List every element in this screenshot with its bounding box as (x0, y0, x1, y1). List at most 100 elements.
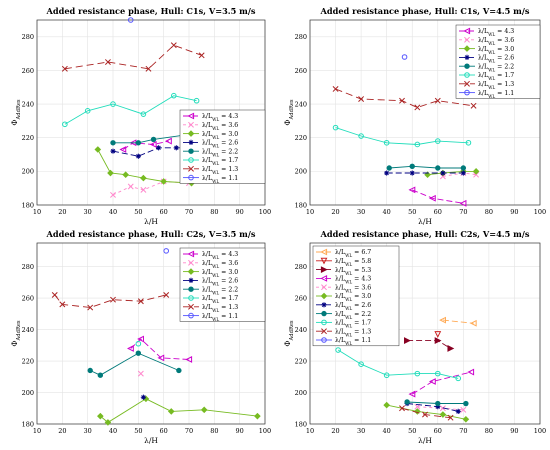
data-point (62, 121, 68, 128)
legend-marker (188, 148, 194, 154)
x-tick-label: 20 (58, 208, 66, 216)
legend-label: λ/LWL = 1.1 (202, 175, 238, 184)
x-tick-label: 20 (58, 427, 66, 435)
x-tick-label: 30 (84, 208, 92, 216)
data-point (51, 291, 58, 298)
legend-label: λ/LWL = 3.6 (202, 122, 238, 131)
data-point (127, 17, 134, 23)
legend-label: λ/LWL = 2.6 (335, 302, 371, 311)
y-tick-label: 180 (22, 201, 34, 209)
series-line (335, 88, 474, 108)
series-line (64, 95, 197, 125)
data-point (434, 138, 441, 144)
legend-marker (321, 337, 327, 343)
data-point (467, 368, 475, 376)
legend-marker (188, 277, 194, 283)
legend-marker (321, 302, 327, 308)
legend-marker (464, 36, 470, 43)
series-l-wl-1-1 (127, 17, 134, 23)
series-line (427, 170, 477, 176)
data-point (135, 340, 142, 347)
data-point (110, 191, 116, 198)
x-tick-label: 100 (259, 208, 271, 216)
data-point (107, 169, 114, 177)
data-point (61, 65, 68, 72)
legend-label: λ/LWL = 3.0 (335, 293, 371, 302)
legend-label: λ/LWL = 2.6 (202, 278, 238, 287)
data-point (434, 331, 442, 339)
x-tick-label: 80 (485, 427, 493, 435)
series-l-wl-2-2 (404, 399, 469, 407)
legend-label: λ/LWL = 1.7 (478, 72, 514, 81)
legend-box (455, 24, 541, 99)
series-l-wl-1-3 (61, 42, 205, 72)
x-tick-label: 20 (331, 208, 339, 216)
plot-frame (36, 242, 266, 425)
series-line (90, 352, 180, 376)
series-l-wl-3-6 (110, 178, 192, 198)
legend-label: λ/LWL = 1.3 (335, 328, 371, 337)
series-line (130, 338, 190, 360)
plot-frame (309, 19, 541, 206)
legend-label: λ/LWL = 3.6 (335, 284, 371, 293)
data-point (110, 148, 116, 154)
legend-marker (188, 165, 194, 172)
x-tick-label: 90 (236, 427, 244, 435)
series-l-wl-1-3 (51, 291, 170, 311)
chart-panel-c1s-v3-5: 10 20 30 40 50 60 70 80 90 100 180 200 220 240 260 280 A… (10, 6, 271, 226)
y-axis-label: ΦAddRes (10, 99, 22, 126)
data-point (87, 304, 94, 311)
series-line (97, 149, 192, 184)
x-tick-label: 80 (210, 208, 218, 216)
data-point (104, 419, 112, 426)
data-point (401, 54, 408, 60)
data-point (140, 174, 147, 182)
legend-label: λ/LWL = 3.0 (202, 269, 238, 278)
data-point (163, 291, 170, 298)
y-tick-label: 260 (295, 67, 307, 75)
data-point (384, 170, 390, 176)
x-tick-label: 10 (33, 208, 41, 216)
y-axis-label: ΦAddRes (10, 320, 22, 347)
data-point (435, 165, 441, 171)
data-point (254, 412, 261, 420)
data-point (435, 400, 441, 407)
data-point (439, 411, 447, 418)
data-point (59, 301, 66, 308)
series-l-wl-1-7 (62, 92, 200, 128)
series-line (122, 140, 169, 150)
data-point (137, 298, 144, 305)
legend-label: λ/LWL = 2.2 (335, 311, 371, 320)
x-tick-label: 50 (134, 427, 142, 435)
x-tick-label: 40 (383, 208, 391, 216)
y-tick-label: 260 (22, 294, 34, 302)
data-point (439, 316, 446, 324)
legend: λ/LWL = 4.3λ/LWL = 3.6λ/LWL = 3.0λ/LWL =… (179, 247, 266, 322)
legend-marker (464, 72, 470, 78)
data-point (447, 414, 454, 421)
y-tick-label: 280 (295, 33, 307, 41)
legend-label: λ/LWL = 1.3 (202, 304, 238, 313)
data-point (110, 140, 116, 146)
legend-label: λ/LWL = 1.1 (478, 90, 514, 99)
data-point (150, 136, 157, 143)
data-point (84, 108, 91, 114)
legend-marker (188, 295, 194, 301)
x-tick-label: 100 (534, 208, 546, 216)
data-point (459, 199, 467, 207)
legend-label: λ/LWL = 2.6 (202, 140, 238, 149)
legend-marker (464, 54, 470, 60)
chart-panel-c2s-v3-5: 10 20 30 40 50 60 70 80 90 100 180 200 220 240 260 280 A… (10, 229, 271, 445)
data-point (335, 347, 341, 353)
data-point (94, 146, 102, 153)
legend-marker (464, 80, 470, 87)
x-tick-label: 100 (534, 427, 546, 435)
y-tick-label: 220 (22, 357, 34, 365)
x-tick-label: 60 (434, 427, 442, 435)
y-tick-label: 260 (295, 294, 307, 302)
data-point (127, 345, 134, 352)
data-point (473, 171, 480, 178)
plot-frame (309, 242, 541, 425)
data-point (193, 97, 200, 104)
data-point (408, 390, 416, 398)
